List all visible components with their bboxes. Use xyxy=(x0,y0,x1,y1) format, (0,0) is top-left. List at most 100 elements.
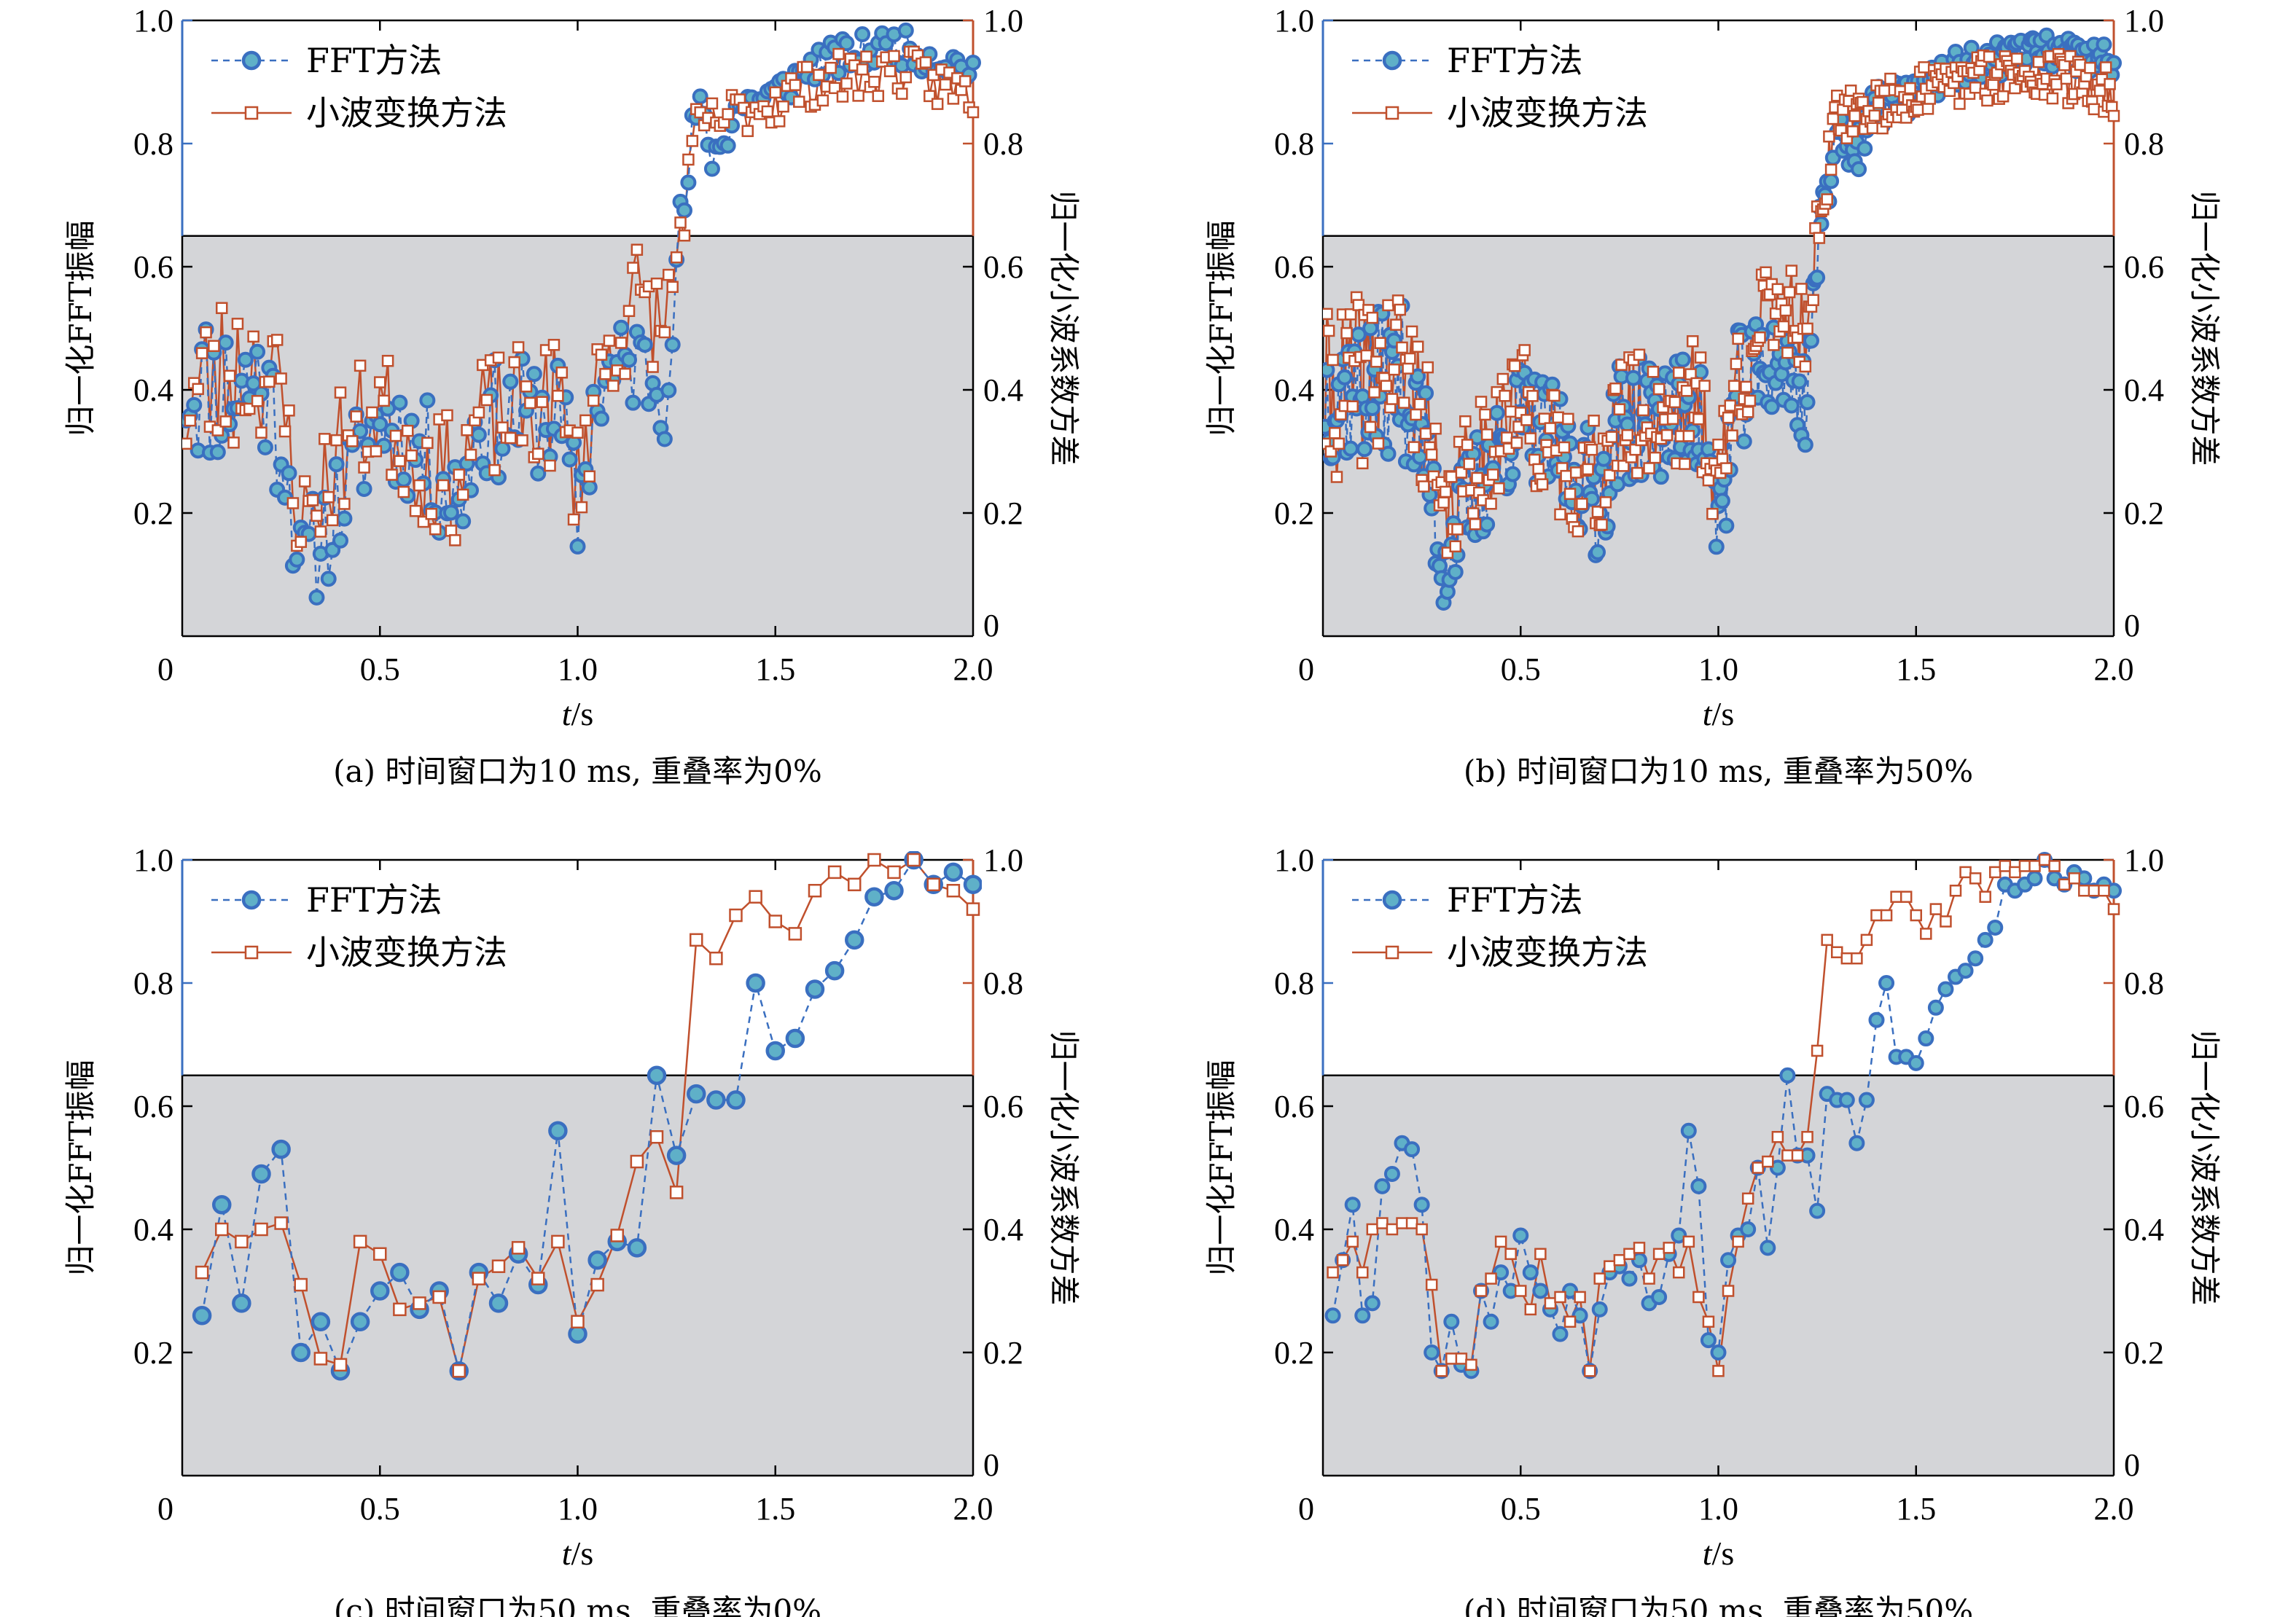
series-group xyxy=(192,851,982,1381)
x-axis-title: t/s xyxy=(562,1535,593,1572)
wavelet-point xyxy=(389,429,402,442)
wavelet-point xyxy=(1563,1315,1577,1328)
wavelet-point xyxy=(394,455,406,467)
y-tick-label-left: 0.4 xyxy=(133,1212,173,1248)
y-tick-label-left: 0.8 xyxy=(1274,126,1314,162)
wavelet-point xyxy=(215,1222,229,1237)
fft-point xyxy=(1652,469,1669,485)
wavelet-point xyxy=(670,251,683,264)
fft-point xyxy=(1851,161,1867,178)
wavelet-point xyxy=(286,497,300,509)
fft-point xyxy=(854,26,871,43)
wavelet-point xyxy=(1374,337,1386,349)
wavelet-point xyxy=(777,100,789,113)
wavelet-point xyxy=(1604,469,1616,482)
legend-wavelet-marker xyxy=(1385,945,1399,960)
wavelet-point xyxy=(1694,351,1707,364)
wavelet-point xyxy=(2099,61,2112,74)
wavelet-point xyxy=(520,380,533,393)
fft-point xyxy=(237,351,254,368)
fft-point xyxy=(824,960,845,981)
fft-point xyxy=(726,1090,746,1110)
wavelet-point xyxy=(306,494,319,506)
fft-point xyxy=(419,392,436,409)
wavelet-point xyxy=(813,68,825,82)
y-tick-label-right: 0 xyxy=(2124,608,2140,643)
y-tick-label-left: 0.2 xyxy=(1274,496,1314,531)
wavelet-point xyxy=(1425,1278,1438,1291)
wavelet-point xyxy=(2104,78,2116,90)
wavelet-point xyxy=(231,318,244,330)
wavelet-point xyxy=(492,351,505,364)
wavelet-point xyxy=(1327,353,1339,367)
wavelet-point xyxy=(907,853,921,867)
wavelet-point xyxy=(184,414,197,427)
fft-point xyxy=(1479,516,1496,533)
wavelet-point xyxy=(1356,1266,1369,1279)
wavelet-point xyxy=(1455,1352,1468,1365)
wavelet-point xyxy=(579,414,592,427)
fft-point xyxy=(1591,1301,1608,1318)
y-tick-label-right: 0 xyxy=(983,608,999,643)
wavelet-point xyxy=(630,243,644,256)
wavelet-point xyxy=(216,302,228,314)
y-tick-label-left: 0.8 xyxy=(133,966,173,1001)
wavelet-point xyxy=(1779,304,1792,317)
wavelet-point xyxy=(1647,365,1660,378)
fft-point xyxy=(1927,999,1944,1016)
fft-point xyxy=(1364,1295,1381,1312)
fft-point xyxy=(232,1293,251,1313)
fft-point xyxy=(1735,433,1752,450)
wavelet-point xyxy=(1386,393,1399,405)
wavelet-point xyxy=(555,367,569,379)
fft-point xyxy=(1878,975,1895,991)
wavelet-point xyxy=(1499,390,1511,402)
fft-point xyxy=(1625,369,1641,386)
fft-point xyxy=(1918,1030,1934,1047)
x-tick-label: 1.0 xyxy=(1698,1491,1738,1527)
wavelet-point xyxy=(666,281,679,293)
wavelet-point xyxy=(1548,389,1561,402)
wavelet-point xyxy=(824,61,837,74)
fft-point xyxy=(350,1312,370,1331)
wavelet-point xyxy=(649,1130,664,1144)
y-tick-label-right: 0.4 xyxy=(2124,1212,2164,1248)
wavelet-point xyxy=(551,1234,565,1249)
wavelet-point xyxy=(425,507,438,520)
y-tick-label-left: 0.4 xyxy=(133,372,173,408)
wavelet-point xyxy=(1633,348,1646,361)
wavelet-point xyxy=(2028,860,2041,872)
wavelet-point xyxy=(1851,952,1863,965)
wavelet-point xyxy=(1910,909,1922,922)
wavelet-point xyxy=(595,348,608,361)
fft-point xyxy=(581,479,598,496)
fft-point xyxy=(1809,1202,1826,1219)
fft-point xyxy=(805,979,825,999)
x-tick-label: 0 xyxy=(1298,1491,1314,1527)
wavelet-point xyxy=(1682,430,1695,442)
wavelet-point xyxy=(1706,507,1719,520)
wavelet-point xyxy=(603,334,616,347)
fft-point xyxy=(1671,1227,1687,1244)
fft-point xyxy=(1823,173,1840,189)
fft-point xyxy=(1710,1344,1727,1360)
wavelet-point xyxy=(1752,1162,1764,1174)
series-group xyxy=(1324,852,2122,1379)
fft-point xyxy=(1977,931,1994,948)
wavelet-point xyxy=(1593,1272,1606,1285)
x-tick-label: 2.0 xyxy=(2094,651,2134,687)
wavelet-point xyxy=(1366,1223,1379,1236)
wavelet-point xyxy=(208,340,220,353)
y-tick-label-left: 1.0 xyxy=(1274,3,1314,39)
legend-wavelet-label: 小波变换方法 xyxy=(1447,93,1648,133)
wavelet-point xyxy=(1397,396,1410,409)
fft-point xyxy=(470,426,487,443)
x-tick-label: 1.5 xyxy=(755,651,795,687)
wavelet-point xyxy=(1485,498,1497,510)
fft-point xyxy=(1562,1283,1579,1299)
wavelet-point xyxy=(2074,58,2087,71)
wavelet-point xyxy=(1526,390,1539,402)
wavelet-point xyxy=(511,1241,526,1255)
wavelet-point xyxy=(1364,420,1377,434)
wavelet-point xyxy=(709,951,723,966)
